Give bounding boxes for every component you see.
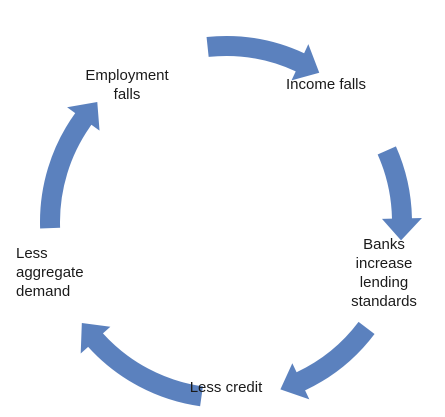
arrow-employment-to-income (206, 36, 320, 81)
node-employment-falls: Employment falls (72, 66, 182, 104)
node-aggregate-line-1: Less (16, 245, 48, 262)
node-banks-line-2: increase (355, 255, 413, 272)
node-banks-increase-lending-standards: Banks increase lending standards (336, 235, 432, 311)
node-income-falls-line-1: Income falls (285, 76, 367, 93)
node-aggregate-line-2: aggregate (16, 264, 84, 281)
node-income-falls: Income falls (276, 75, 376, 94)
node-less-aggregate-demand: Less aggregate demand (16, 244, 112, 301)
arrow-aggregate-to-employment (39, 101, 100, 229)
node-banks-line-1: Banks (363, 236, 405, 253)
node-employment-falls-line-1: Employment (85, 67, 169, 84)
node-employment-falls-line-2: falls (113, 86, 141, 103)
arrow-income-to-banks (377, 146, 422, 241)
arrow-credit-to-aggregate (80, 322, 203, 407)
node-less-credit: Less credit (178, 378, 274, 397)
node-less-credit-line-1: Less credit (189, 379, 263, 396)
node-banks-line-4: standards (351, 293, 417, 310)
arrow-banks-to-credit (280, 321, 375, 400)
node-aggregate-line-3: demand (16, 283, 71, 300)
node-banks-line-3: lending (359, 274, 409, 291)
